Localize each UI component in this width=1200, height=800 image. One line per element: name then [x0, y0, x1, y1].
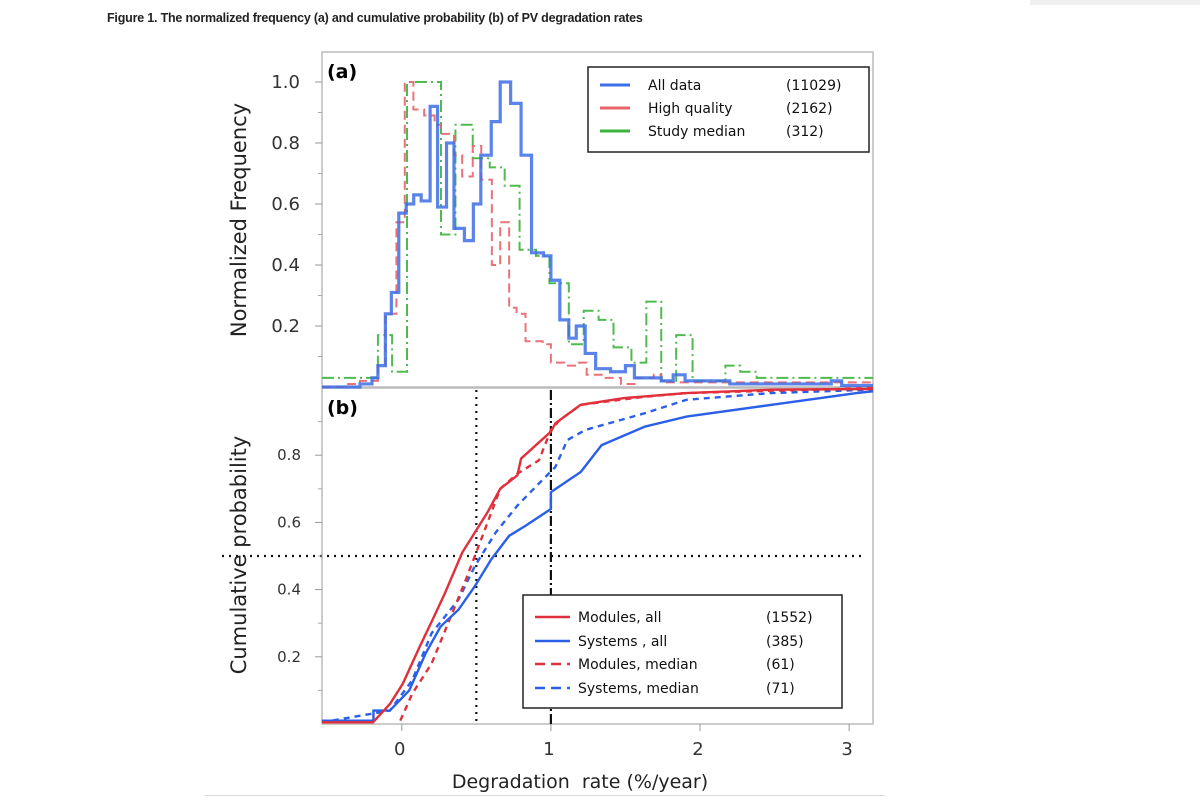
- panel-a-ylabel: Normalized Frequency: [227, 103, 251, 337]
- x-tick-label: 0: [394, 739, 405, 760]
- histogram-all-data: [322, 80, 873, 389]
- legend-label-modules-median: Modules, median: [578, 657, 698, 673]
- panel-a-ytick-label: 0.2: [271, 316, 300, 337]
- panel-a-label: (a): [327, 61, 357, 83]
- panel-a-frame: [321, 51, 874, 388]
- histogram-study-median: [322, 81, 873, 382]
- x-tick-label: 2: [692, 739, 703, 760]
- legend-count-modules-median: (61): [766, 657, 795, 673]
- legend-label-systems-median: Systems, median: [578, 681, 699, 697]
- cdf-systems-median: [321, 388, 874, 724]
- panel-b-ytick-label: 0.8: [277, 446, 301, 464]
- legend-a: All data (11029) High quality (2162) Stu…: [587, 66, 870, 153]
- legend-label-high-quality: High quality: [648, 101, 733, 117]
- legend-label-study-median: Study median: [648, 124, 745, 140]
- figure-caption: Figure 1. The normalized frequency (a) a…: [107, 11, 643, 25]
- panel-b-ytick-label: 0.2: [277, 648, 301, 666]
- legend-label-systems-all: Systems , all: [578, 634, 667, 650]
- panel-a-series: [322, 80, 873, 389]
- panel-a-ytick-label: 0.6: [271, 194, 300, 215]
- panel-b-ytick-label: 0.4: [277, 581, 301, 599]
- panel-a-ytick-label: 1.0: [271, 72, 300, 93]
- legend-b: Modules, all (1552) Systems , all (385) …: [522, 594, 843, 709]
- legend-count-high-quality: (2162): [786, 101, 833, 117]
- axis-ticks: 1.0 0.8 0.6 0.4 0.2 0.8 0.6 0.4 0.2 0 1 2 3: [271, 72, 853, 760]
- cdf-modules-all: [322, 387, 874, 724]
- legend-a-box: [587, 66, 870, 153]
- legend-count-systems-all: (385): [766, 634, 804, 650]
- legend-count-study-median: (312): [786, 124, 824, 140]
- legend-count-all-data: (11029): [786, 78, 841, 94]
- legend-label-modules-all: Modules, all: [578, 610, 661, 626]
- x-tick-label: 1: [543, 739, 554, 760]
- legend-count-modules-all: (1552): [766, 610, 813, 626]
- panel-a-ytick-label: 0.8: [271, 133, 300, 154]
- x-axis-label: Degradation rate (%/year): [452, 771, 708, 793]
- histogram-high-quality: [322, 81, 873, 388]
- panel-b-series: [222, 386, 874, 724]
- panel-b-ylabel: Cumulative probability: [227, 436, 251, 675]
- bottom-divider: [205, 795, 885, 796]
- x-tick-label: 3: [841, 739, 852, 760]
- legend-b-box: [522, 594, 843, 709]
- cdf-systems-all: [322, 390, 874, 722]
- panel-b-label: (b): [327, 397, 358, 419]
- legend-count-systems-median: (71): [766, 681, 795, 697]
- panel-a-ytick-label: 0.4: [271, 255, 300, 276]
- panel-b-ytick-label: 0.6: [277, 513, 301, 531]
- legend-label-all-data: All data: [648, 78, 701, 94]
- top-bar: [1030, 0, 1200, 5]
